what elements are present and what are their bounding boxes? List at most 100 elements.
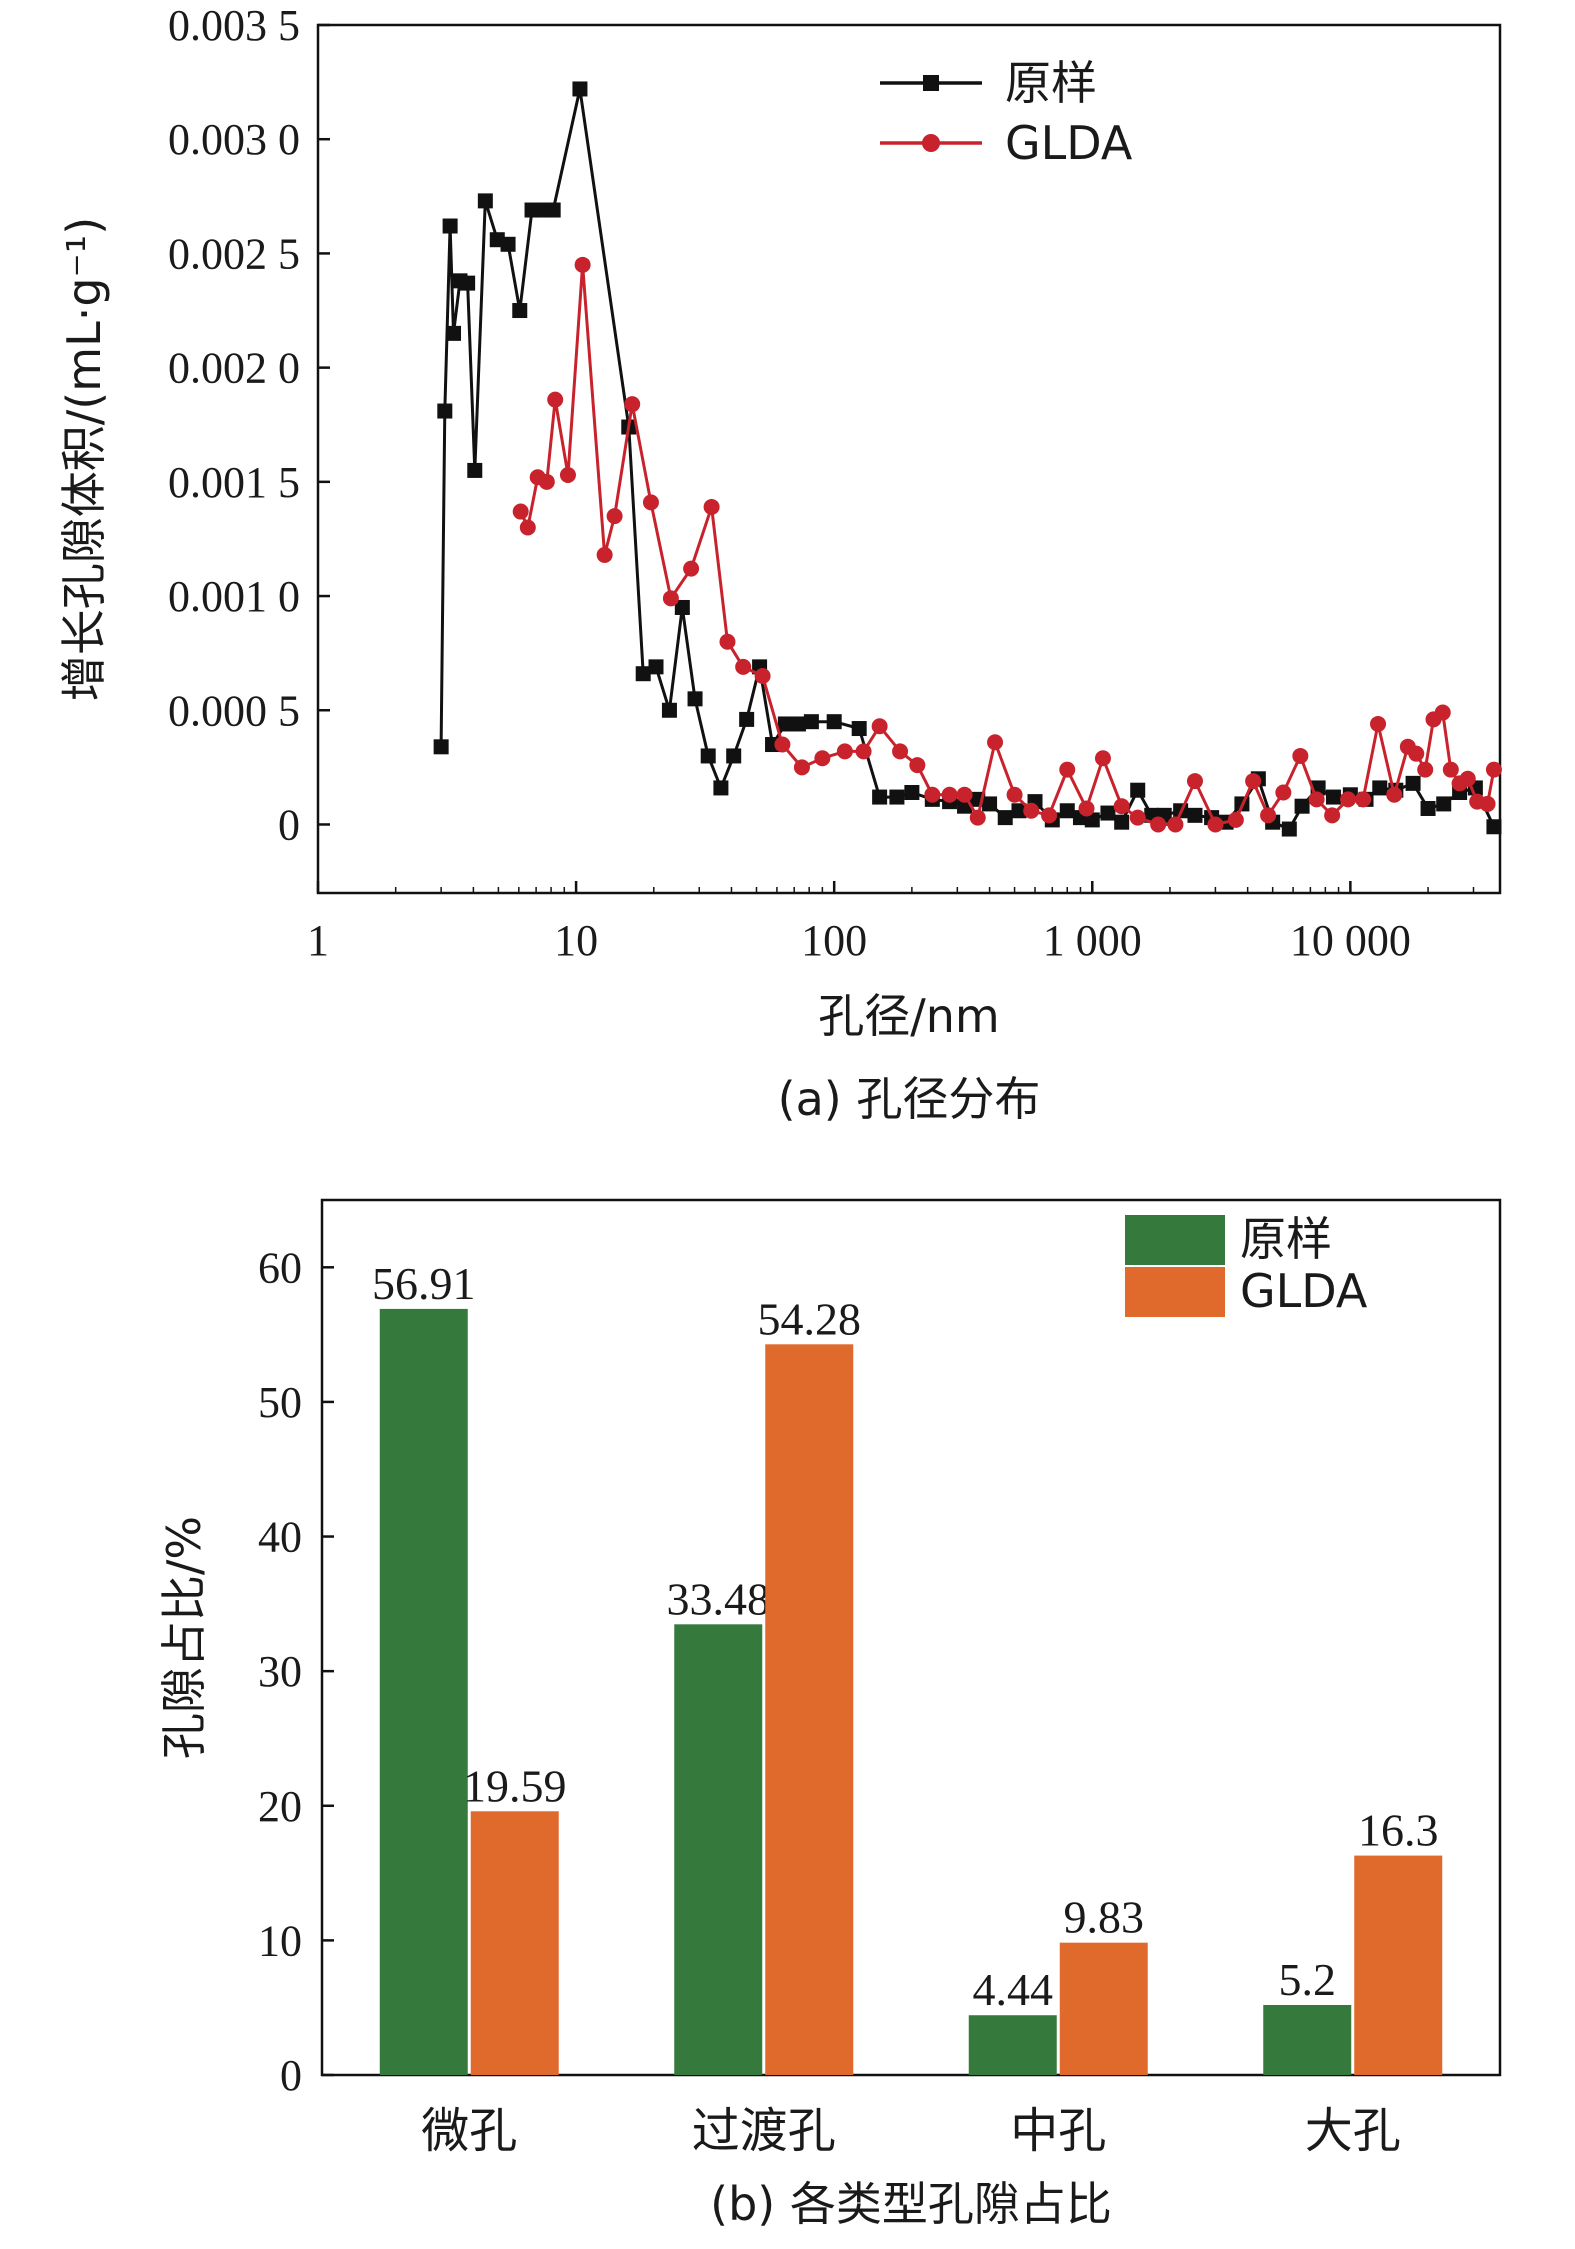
data-point [855, 743, 872, 760]
data-point [969, 809, 986, 826]
data-point [739, 711, 755, 727]
data-point [1129, 809, 1146, 826]
data-point [477, 193, 493, 209]
data-point [1340, 791, 1357, 808]
y-tick-label: 50 [258, 1378, 302, 1427]
bar [379, 1308, 468, 2075]
legend-label: 原样 [1240, 1212, 1332, 1266]
data-point [904, 784, 920, 800]
data-point [909, 757, 926, 774]
data-point [871, 718, 888, 735]
y-tick-label: 0.003 5 [168, 1, 300, 50]
data-point [574, 256, 591, 273]
y-tick-label: 60 [258, 1243, 302, 1292]
data-point [1485, 761, 1502, 778]
data-point [624, 396, 641, 413]
legend-swatch [1125, 1267, 1225, 1317]
bar-value-label: 16.3 [1358, 1805, 1439, 1856]
data-point [836, 743, 853, 760]
x-category-label: 中孔 [1010, 2103, 1106, 2159]
data-point [1011, 803, 1027, 819]
data-point [851, 721, 867, 737]
data-point [997, 810, 1013, 826]
y-axis-title: 增长孔隙体积/(mL·g⁻¹) [57, 217, 111, 701]
x-tick-label: 100 [801, 916, 867, 965]
data-point [662, 590, 679, 607]
y-tick-label: 0.000 5 [168, 686, 300, 735]
data-point [642, 494, 659, 511]
data-point [547, 391, 564, 408]
chart-caption: (b) 各类型孔隙占比 [710, 2177, 1112, 2231]
plot-frame [320, 1198, 1502, 2077]
data-point [1417, 761, 1434, 778]
data-point [1294, 798, 1310, 814]
data-point [596, 546, 613, 563]
x-axis-title: 孔径/nm [818, 989, 999, 1043]
x-tick-label: 10 000 [1290, 916, 1411, 965]
y-tick-label: 0.002 5 [168, 229, 300, 278]
bar-value-label: 33.48 [667, 1573, 771, 1624]
data-point [803, 714, 819, 730]
legend-marker [922, 134, 940, 152]
bar [674, 1624, 763, 2075]
legend-label: GLDA [1005, 116, 1133, 170]
data-point [674, 599, 690, 615]
data-point [703, 498, 720, 515]
data-point [1227, 811, 1244, 828]
data-point [892, 743, 909, 760]
series-line [519, 263, 1496, 826]
data-point [1167, 816, 1184, 833]
data-point [500, 236, 516, 252]
y-tick-label: 0 [280, 2051, 302, 2100]
data-point [559, 466, 576, 483]
data-point [545, 202, 561, 218]
data-point [1113, 798, 1130, 815]
data-point [982, 796, 998, 812]
data-point [1281, 821, 1297, 837]
bar-value-label: 4.44 [973, 1964, 1054, 2015]
y-tick-label: 40 [258, 1513, 302, 1562]
data-point [924, 786, 941, 803]
x-tick-label: 1 000 [1043, 916, 1142, 965]
series-line [439, 87, 1496, 831]
x-tick-label: 1 [307, 916, 329, 965]
x-category-label: 微孔 [421, 2103, 517, 2159]
data-point [777, 716, 793, 732]
data-point [1355, 791, 1372, 808]
bar-value-label: 19.59 [463, 1760, 567, 1811]
data-point [941, 786, 958, 803]
bar [1354, 1855, 1443, 2075]
data-point [538, 473, 555, 490]
data-point [1324, 807, 1341, 824]
y-tick-label: 0.003 0 [168, 115, 300, 164]
data-point [1100, 805, 1116, 821]
data-point [519, 519, 536, 536]
data-point [661, 702, 677, 718]
bar [1059, 1942, 1148, 2075]
legend-label: 原样 [1005, 56, 1097, 110]
data-point [1078, 800, 1095, 817]
data-point [1186, 773, 1203, 790]
data-point [1420, 800, 1436, 816]
legend-swatch [1125, 1215, 1225, 1265]
data-point [635, 666, 651, 682]
data-point [1442, 761, 1459, 778]
data-point [1408, 745, 1425, 762]
x-category-label: 大孔 [1305, 2103, 1401, 2159]
y-tick-label: 20 [258, 1782, 302, 1831]
data-point [572, 81, 588, 97]
data-point [433, 739, 449, 755]
y-tick-label: 0.001 5 [168, 458, 300, 507]
data-point [1486, 819, 1502, 835]
bar [765, 1344, 854, 2075]
data-point [1059, 761, 1076, 778]
bar-value-label: 5.2 [1279, 1954, 1337, 2005]
data-point [872, 789, 888, 805]
data-point [648, 659, 664, 675]
data-point [1114, 814, 1130, 830]
plot-frame [316, 23, 1502, 895]
data-point [1372, 780, 1388, 796]
bar-value-label: 54.28 [758, 1293, 862, 1344]
data-point [1260, 807, 1277, 824]
y-tick-label: 10 [258, 1916, 302, 1965]
